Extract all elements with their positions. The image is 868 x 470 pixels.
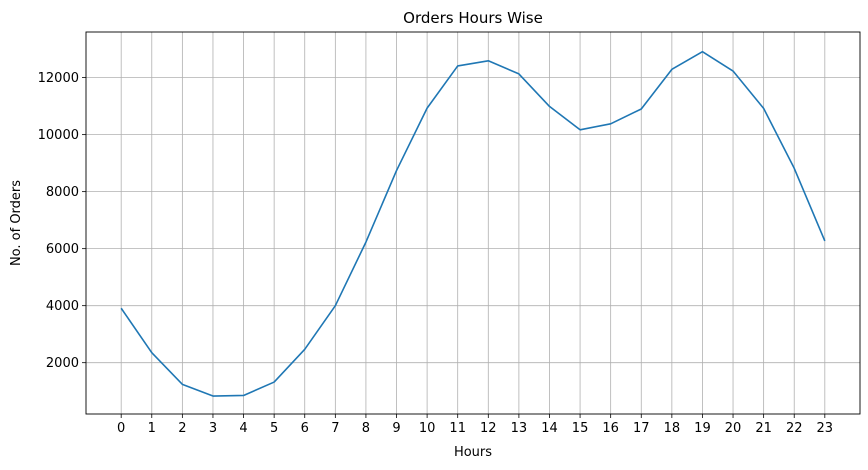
x-tick-label: 9 (392, 421, 400, 436)
y-tick-label: 4000 (46, 299, 79, 314)
y-tick-label: 8000 (46, 185, 79, 200)
x-tick-label: 17 (633, 421, 650, 436)
series-layer (120, 50, 826, 397)
chart-title: Orders Hours Wise (403, 9, 543, 27)
x-tick-label: 15 (572, 421, 589, 436)
x-tick-label: 0 (117, 421, 125, 436)
x-tick-label: 8 (362, 421, 370, 436)
ticks: 0 1 2 3 4 5 6 7 8 9 10 11 12 13 14 15 16 17 18 19 20 21 22 2320… (38, 71, 833, 436)
x-tick-label: 5 (270, 421, 278, 436)
x-tick-label: 20 (725, 421, 742, 436)
x-tick-label: 22 (786, 421, 803, 436)
x-tick-label: 4 (239, 421, 247, 436)
x-tick-label: 23 (817, 421, 834, 436)
x-tick-label: 3 (209, 421, 217, 436)
y-tick-label: 12000 (38, 71, 79, 86)
x-tick-label: 10 (419, 421, 436, 436)
y-tick-label: 2000 (46, 356, 79, 371)
x-tick-label: 6 (301, 421, 309, 436)
x-tick-label: 14 (541, 421, 558, 436)
y-tick-label: 6000 (46, 242, 79, 257)
y-axis-label: No. of Orders (9, 180, 24, 266)
y-tick-label: 10000 (38, 128, 79, 143)
axes-frame (85, 31, 861, 415)
x-tick-label: 12 (480, 421, 497, 436)
x-tick-label: 1 (148, 421, 156, 436)
x-tick-label: 13 (511, 421, 528, 436)
grid (86, 32, 860, 414)
x-tick-label: 18 (664, 421, 681, 436)
x-tick-label: 2 (178, 421, 186, 436)
x-tick-label: 11 (449, 421, 466, 436)
series-line (120, 50, 826, 397)
x-tick-label: 16 (602, 421, 619, 436)
x-tick-label: 21 (755, 421, 772, 436)
x-tick-label: 7 (331, 421, 339, 436)
plot-frame (85, 31, 861, 415)
x-axis-label: Hours (454, 445, 492, 460)
x-tick-label: 19 (694, 421, 711, 436)
